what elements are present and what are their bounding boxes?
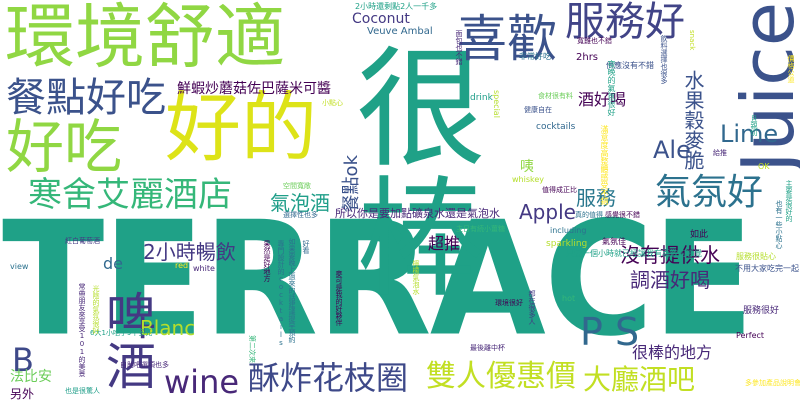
word-xuanzhe: 也有一些小點心	[775, 200, 783, 249]
word-terrace: TERRACE	[2, 188, 754, 372]
word-haokan: 滿意度高整體感受不錯	[600, 125, 609, 205]
word-qipao: 氣泡酒	[270, 191, 330, 215]
word-view: view	[10, 262, 29, 271]
word-shuiguo: 水果穀麥脆	[681, 70, 705, 170]
word-canting: 餐點ok	[341, 155, 362, 213]
word-heng: 真的值得	[575, 211, 603, 219]
word-snack: snack	[688, 30, 696, 51]
word-de: de	[103, 254, 123, 273]
word-sufried: 酥炸花枝圈	[248, 359, 409, 397]
word-ps: P S	[580, 310, 640, 354]
word-huanjing: 環境舒適	[5, 0, 285, 78]
word-apple: Apple	[519, 200, 576, 224]
word-ganjue: 面包也不錯	[455, 30, 463, 65]
word-meiyou: 沒有提供水	[620, 243, 720, 267]
word-kongjian: 飲料選擇也很多	[660, 35, 668, 84]
word-dierci: 第二次來	[248, 335, 256, 363]
word-red: red	[175, 261, 189, 270]
word-xuduo: 光陰的氣氛很好	[92, 285, 100, 334]
word-2hr: 2小時暢飲	[143, 240, 236, 264]
word-liu: 自助吧選項也多	[120, 361, 169, 369]
word-ruci: 如此	[690, 230, 709, 240]
word-wine: wine	[164, 363, 240, 400]
word-dating: 大廳酒吧	[583, 363, 696, 396]
word-sheshou: 果然是好地方	[263, 240, 271, 282]
word-jian: 食材很有料	[538, 92, 573, 100]
word-zhuanmen: 小點心	[322, 99, 343, 107]
word-zhide: 健康自在	[524, 106, 552, 114]
word-tiaojiu: 調酒好喝	[630, 268, 710, 292]
word-cocktails: cocktails	[536, 122, 576, 132]
word-ziwu: 主日有続小薑糖	[456, 225, 505, 233]
word-tianzhe: 專門設計的cocktails	[277, 240, 285, 347]
word-jiuhaohe: 酒好喝	[578, 90, 627, 109]
word-geishi: 值得成正比	[542, 186, 577, 194]
word-yinliao: 主要是很好的	[785, 180, 793, 222]
word-fuwuhao: 服務好	[565, 0, 685, 45]
word-guoran: 空間寬敞	[283, 182, 311, 190]
word-xiaren: 鮮蝦炒蘑菇佐巴薩米可醬	[177, 81, 331, 97]
word-changzhe: 也是很驚人	[65, 387, 100, 395]
word-shuangren: 雙人優惠價	[426, 359, 576, 394]
word-meiyoubu: 檸檬氣泡水	[412, 260, 420, 295]
word-drink: drink	[470, 93, 493, 103]
word-fuwu: 服務	[576, 186, 616, 210]
word-jiage: 環境很好	[495, 299, 523, 307]
word-ok: OK	[758, 162, 770, 171]
word-2xiaoshi: 2小時還剩點2人一千多	[355, 2, 438, 11]
word-ale: Ale	[653, 136, 691, 164]
word-haoyuan: 多參加產品說明會	[745, 379, 800, 387]
word-budaba: 且親切	[750, 115, 758, 136]
word-white: white	[193, 264, 215, 273]
word-haochi: 好吃	[6, 113, 123, 181]
word-youyi: 都在很多人	[528, 290, 536, 325]
word-jianghu: 只要一個小時就已經讓我有喜歡的感覺	[566, 249, 702, 258]
word-including: including	[550, 226, 587, 235]
word-sparkling: sparkling	[546, 239, 588, 249]
word-guangyan: 6大1小吃了9千多元	[90, 329, 153, 337]
word-hot: hot	[562, 294, 576, 303]
word-b: B	[12, 341, 34, 379]
word-whiskey: whiskey	[512, 175, 545, 184]
word-candian: 餐點好吃	[6, 75, 166, 121]
word-2hrs: 2hrs	[576, 52, 599, 63]
word-zhuyao: 麥可是我的好夥伴	[335, 270, 343, 326]
word-chaotui: 超推	[428, 234, 461, 253]
word-fafabi: 法比安	[10, 369, 52, 385]
word-blanc: Blanc	[140, 316, 196, 340]
word-fuwuhenhaokan: 服務很貼心	[736, 252, 776, 261]
word-zhijiu: 給推	[713, 149, 727, 157]
word-veuve: Veuve Ambal	[367, 26, 433, 37]
word-hongbai: 紅白葡萄酒	[65, 237, 100, 245]
word-haode: 好的	[165, 83, 317, 172]
word-yewan: 最後離中杯	[470, 344, 505, 352]
word-ruguo: 常帶朋友來享受101的美景	[78, 283, 86, 377]
word-xihuan: 喜歡	[457, 10, 557, 68]
word-fuwuhenhao: 服務很好	[743, 306, 780, 316]
word-kuanlian: 寬雞也不錯	[577, 37, 612, 45]
word-huodong: 夜晚的氣氛很好	[607, 60, 616, 116]
word-xiaochi: 感覺很不錯	[605, 211, 640, 219]
word-zuihou: 不用大家吃完一起	[735, 264, 799, 273]
word-chaotong: 非常好吃	[519, 52, 551, 61]
word-qifen: 氣氛好	[655, 172, 764, 213]
word-hotel: 寒舍艾麗酒店	[28, 175, 232, 215]
word-special: special	[492, 90, 501, 118]
word-pijiu: 啤酒	[98, 290, 156, 390]
word-coconut: Coconut	[352, 11, 410, 27]
word-duoduo: 價格公道	[787, 55, 795, 83]
word-suoyi: 所以你是要加點礦泉水還是氣泡水	[335, 207, 500, 220]
word-perfect: Perfect	[736, 331, 765, 340]
word-qifenjia: 氣氛佳	[602, 237, 626, 246]
word-jingnei: 選擇性也多	[283, 211, 318, 219]
word-lingwai: 另外	[10, 387, 35, 400]
word-ei: 咦	[520, 159, 534, 175]
word-mianba: 好看	[302, 240, 310, 254]
word-henbangdedifang: 很棒的地方	[632, 343, 713, 362]
word-maiyao: 如果要晚上過來的話建議提早預約	[288, 238, 296, 343]
word-lime: Lime	[720, 120, 779, 148]
word-shiwu: 供應沒有不錯	[606, 61, 654, 70]
word-hen-bang: 很棒	[334, 40, 486, 300]
